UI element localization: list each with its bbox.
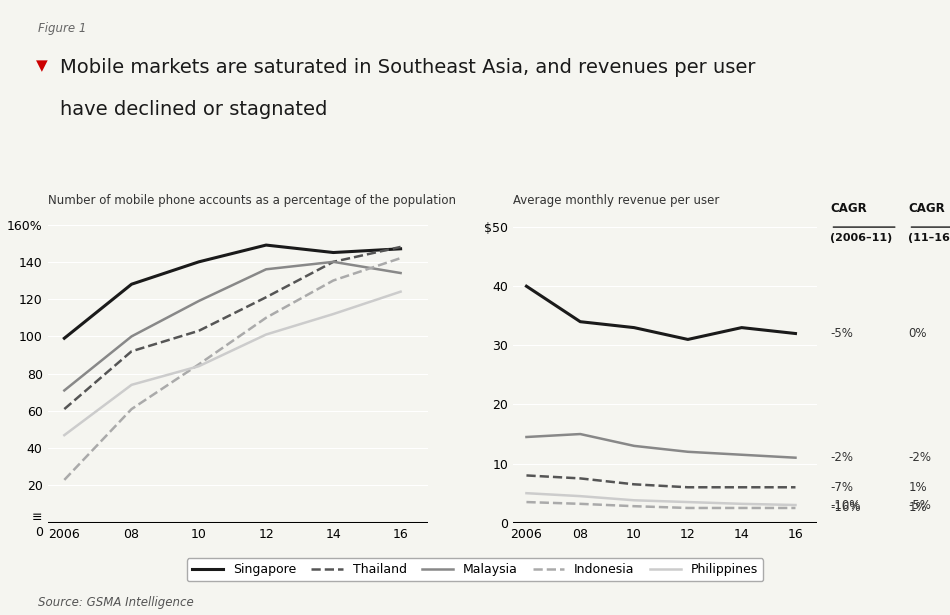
Text: Figure 1: Figure 1	[38, 22, 86, 34]
Text: -5%: -5%	[830, 327, 853, 340]
Text: 0%: 0%	[908, 327, 927, 340]
Text: CAGR: CAGR	[908, 202, 945, 215]
Text: 1%: 1%	[908, 501, 927, 515]
Text: Number of mobile phone accounts as a percentage of the population: Number of mobile phone accounts as a per…	[48, 194, 455, 207]
Text: -2%: -2%	[908, 451, 931, 464]
Text: Mobile markets are saturated in Southeast Asia, and revenues per user: Mobile markets are saturated in Southeas…	[60, 58, 755, 77]
Text: have declined or stagnated: have declined or stagnated	[60, 100, 327, 119]
Text: -5%: -5%	[908, 499, 931, 512]
Text: Source: GSMA Intelligence: Source: GSMA Intelligence	[38, 596, 194, 609]
Text: Average monthly revenue per user: Average monthly revenue per user	[513, 194, 719, 207]
Text: -7%: -7%	[830, 481, 853, 494]
Text: 1%: 1%	[908, 481, 927, 494]
Text: CAGR: CAGR	[830, 202, 867, 215]
Text: -16%: -16%	[830, 501, 861, 515]
Text: ▼: ▼	[36, 58, 48, 73]
Legend: Singapore, Thailand, Malaysia, Indonesia, Philippines: Singapore, Thailand, Malaysia, Indonesia…	[187, 558, 763, 581]
Text: -2%: -2%	[830, 451, 853, 464]
Text: -10%: -10%	[830, 499, 861, 512]
Text: (2006–11): (2006–11)	[830, 233, 893, 243]
Text: (11–16): (11–16)	[908, 233, 950, 243]
